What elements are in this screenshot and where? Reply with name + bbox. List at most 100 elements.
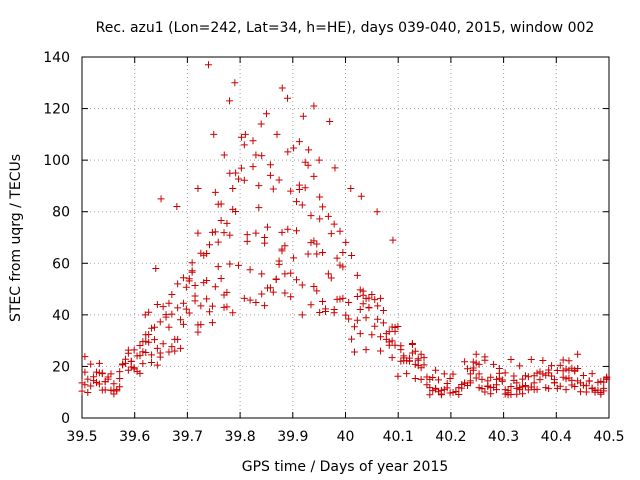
data-point [107, 386, 115, 394]
x-tick-label: 40.2 [435, 429, 466, 445]
data-point [356, 305, 364, 313]
data-point [301, 158, 309, 166]
data-point [542, 384, 550, 392]
data-point [295, 138, 303, 146]
data-point [495, 364, 503, 372]
data-point [357, 192, 365, 200]
data-point [150, 336, 158, 344]
data-point [411, 347, 419, 355]
data-point [356, 286, 364, 294]
data-point [516, 386, 524, 394]
x-tick-label: 40.4 [541, 429, 572, 445]
data-point [348, 335, 356, 343]
data-point [203, 295, 211, 303]
x-tick-label: 39.9 [277, 429, 308, 445]
data-point [127, 358, 135, 366]
data-point [597, 377, 605, 385]
data-point [223, 303, 231, 311]
data-point [408, 349, 416, 357]
data-point [440, 370, 448, 378]
data-point [206, 241, 214, 249]
data-point [432, 366, 440, 374]
data-point [548, 362, 556, 370]
data-point [174, 335, 182, 343]
data-point [449, 370, 457, 378]
data-point [388, 354, 396, 362]
data-point [487, 390, 495, 398]
data-point [290, 144, 298, 152]
data-point [275, 176, 283, 184]
y-tick-label: 80 [52, 205, 70, 221]
x-tick-label: 40.5 [593, 429, 624, 445]
data-point [339, 248, 347, 256]
data-point [266, 171, 274, 179]
data-point [145, 338, 153, 346]
data-point [446, 375, 454, 383]
data-point [174, 304, 182, 312]
data-point [559, 373, 567, 381]
data-point [197, 321, 205, 329]
data-point [313, 287, 321, 295]
data-point [466, 370, 474, 378]
data-point [194, 328, 202, 336]
data-point [397, 342, 405, 350]
data-point [548, 372, 556, 380]
x-tick-label: 39.6 [119, 429, 150, 445]
y-tick-label: 140 [43, 50, 70, 66]
data-point [261, 234, 269, 241]
data-point [342, 238, 350, 246]
data-point [235, 261, 243, 269]
data-point [327, 274, 335, 282]
data-point [92, 379, 100, 387]
data-point [78, 379, 86, 387]
data-point [226, 231, 234, 239]
data-point [156, 353, 164, 361]
data-point [168, 310, 176, 318]
data-point [139, 360, 147, 368]
data-point [301, 184, 309, 192]
data-point [330, 305, 338, 313]
data-point [246, 266, 254, 274]
data-point [278, 228, 286, 236]
data-point [316, 215, 324, 223]
y-tick-label: 0 [61, 411, 70, 427]
data-point [313, 240, 321, 248]
data-point [417, 350, 425, 358]
data-point [403, 370, 411, 378]
data-point [397, 357, 405, 365]
data-point [362, 314, 370, 322]
data-point [152, 264, 160, 272]
data-point [232, 169, 240, 177]
data-point [159, 303, 167, 311]
data-point [603, 373, 611, 381]
data-point [203, 277, 211, 285]
data-point [185, 277, 193, 285]
y-tick-label: 120 [43, 102, 70, 118]
data-point [458, 380, 466, 388]
data-point [136, 369, 144, 377]
data-point [153, 301, 161, 309]
data-point [258, 290, 266, 298]
data-point [600, 384, 608, 392]
data-point [148, 324, 156, 332]
data-point [391, 327, 399, 335]
data-point [110, 380, 118, 388]
data-point [492, 386, 500, 394]
data-point [446, 389, 454, 397]
data-point [379, 319, 387, 327]
data-point [142, 349, 150, 357]
data-point [342, 311, 350, 319]
x-tick-label: 40 [337, 429, 355, 445]
data-point [388, 323, 396, 331]
data-point [420, 361, 428, 369]
data-point [119, 360, 127, 368]
data-point [333, 254, 341, 262]
data-point [240, 294, 248, 302]
data-point [394, 372, 402, 380]
y-tick-label: 60 [52, 256, 70, 272]
data-point [179, 274, 187, 282]
data-point [368, 290, 376, 298]
data-point [565, 357, 573, 365]
data-point [208, 228, 216, 236]
data-point [469, 358, 477, 366]
